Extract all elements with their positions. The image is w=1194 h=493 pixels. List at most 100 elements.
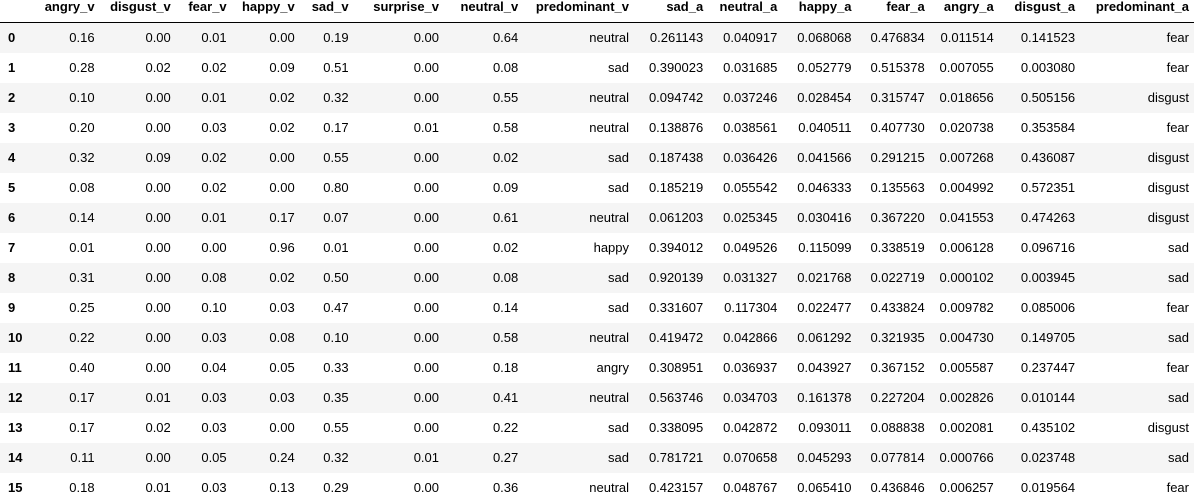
table-cell: 0.020738 [939, 120, 994, 135]
table-cell: 0.01 [145, 390, 171, 405]
table-cell: sad [1168, 240, 1189, 255]
table-cell: neutral [589, 210, 630, 225]
row-index: 6 [8, 210, 16, 225]
table-cell: 0.00 [269, 180, 295, 195]
table-cell: 0.004992 [939, 180, 994, 195]
table-cell: 0.13 [269, 480, 295, 493]
table-cell: disgust [1147, 90, 1189, 105]
table-cell: 0.031327 [723, 270, 778, 285]
table-cell: 0.161378 [797, 390, 852, 405]
table-row: 12 0.17 0.01 0.03 0.03 0.35 0.00 0.41 neutral 0.5… [0, 383, 1194, 413]
table-cell: 0.920139 [648, 270, 704, 285]
table-cell: 0.423157 [648, 480, 704, 493]
table-cell: 0.17 [69, 390, 95, 405]
table-cell: 0.40 [69, 360, 95, 375]
table-cell: 0.03 [201, 480, 227, 493]
table-cell: 0.00 [269, 30, 295, 45]
row-index: 10 [8, 330, 23, 345]
column-header-surprise-v: surprise_v [353, 0, 445, 23]
table-cell: 0.50 [323, 270, 349, 285]
table-cell: 0.00 [145, 240, 171, 255]
table-cell: 0.227204 [870, 390, 925, 405]
table-cell: 0.031685 [723, 60, 778, 75]
table-cell: 0.00 [201, 240, 227, 255]
table-cell: 0.20 [69, 120, 95, 135]
table-cell: 0.00 [413, 480, 440, 493]
table-cell: 0.407730 [870, 120, 925, 135]
table-cell: disgust [1147, 150, 1189, 165]
table-cell: 0.040511 [798, 120, 852, 135]
table-cell: neutral [589, 120, 630, 135]
table-cell: 0.019564 [1020, 480, 1076, 493]
table-cell: 0.24 [269, 450, 295, 465]
table-cell: 0.291215 [870, 150, 925, 165]
row-index: 2 [8, 90, 16, 105]
table-cell: 0.436087 [1020, 150, 1076, 165]
table-cell: 0.007055 [939, 60, 994, 75]
table-cell: 0.435102 [1020, 420, 1076, 435]
row-index: 11 [8, 360, 22, 375]
table-cell: 0.28 [69, 60, 95, 75]
table-cell: 0.00 [413, 360, 440, 375]
row-index: 15 [8, 480, 23, 493]
table-cell: 0.35 [323, 390, 349, 405]
table-cell: 0.436846 [870, 480, 925, 493]
table-cell: 0.00 [145, 270, 171, 285]
table-cell: fear [1166, 300, 1189, 315]
column-header-predominant-v: predominant_v [523, 0, 635, 23]
table-cell: 0.068068 [797, 30, 852, 45]
table-cell: 0.000102 [939, 270, 994, 285]
table-cell: 0.10 [69, 90, 95, 105]
table-cell: 0.17 [269, 210, 295, 225]
table-cell: 0.135563 [870, 180, 925, 195]
table-cell: 0.01 [145, 480, 171, 493]
table-cell: 0.022719 [870, 270, 925, 285]
table-cell: fear [1166, 120, 1189, 135]
table-cell: 0.10 [323, 330, 349, 345]
table-cell: sad [608, 300, 630, 315]
table-cell: 0.80 [323, 180, 349, 195]
table-cell: 0.094742 [648, 90, 704, 105]
table-cell: sad [608, 420, 630, 435]
table-cell: 0.08 [492, 270, 519, 285]
table-cell: 0.17 [323, 120, 349, 135]
table-cell: 0.02 [492, 150, 519, 165]
table-cell: 0.052779 [797, 60, 852, 75]
table-cell: 0.08 [69, 180, 95, 195]
table-cell: sad [608, 270, 630, 285]
table-cell: 0.33 [323, 360, 349, 375]
row-index: 8 [8, 270, 16, 285]
table-row: 4 0.32 0.09 0.02 0.00 0.55 0.00 0.02 sad 0.187438… [0, 143, 1194, 173]
table-cell: sad [608, 180, 630, 195]
table-cell: 0.00 [145, 120, 171, 135]
table-cell: 0.36 [492, 480, 519, 493]
table-cell: 0.51 [323, 60, 349, 75]
table-row: 14 0.11 0.00 0.05 0.24 0.32 0.01 0.27 sad 0.78172… [0, 443, 1194, 473]
table-cell: fear [1166, 480, 1189, 493]
table-cell: 0.061292 [797, 330, 852, 345]
table-cell: 0.115099 [798, 240, 852, 255]
table-cell: 0.02 [145, 420, 171, 435]
table-cell: 0.781721 [648, 450, 704, 465]
index-header [0, 0, 31, 23]
table-cell: 0.02 [145, 60, 171, 75]
table-cell: 0.00 [413, 30, 440, 45]
table-cell: sad [608, 450, 630, 465]
table-cell: 0.00 [145, 210, 171, 225]
table-cell: disgust [1147, 210, 1189, 225]
table-cell: 0.038561 [723, 120, 778, 135]
table-cell: 0.042872 [723, 420, 778, 435]
table-cell: 0.331607 [648, 300, 704, 315]
table-cell: 0.58 [492, 120, 519, 135]
table-cell: 0.01 [201, 210, 227, 225]
table-row: 10 0.22 0.00 0.03 0.08 0.10 0.00 0.58 neutral 0.4… [0, 323, 1194, 353]
table-cell: 0.088838 [870, 420, 925, 435]
table-cell: neutral [589, 330, 630, 345]
table-cell: 0.14 [492, 300, 519, 315]
column-header-happy-v: happy_v [231, 0, 300, 23]
table-cell: 0.01 [69, 240, 95, 255]
table-cell: 0.02 [269, 270, 295, 285]
table-cell: 0.187438 [648, 150, 704, 165]
column-header-disgust-a: disgust_a [998, 0, 1081, 23]
table-cell: 0.01 [323, 240, 349, 255]
